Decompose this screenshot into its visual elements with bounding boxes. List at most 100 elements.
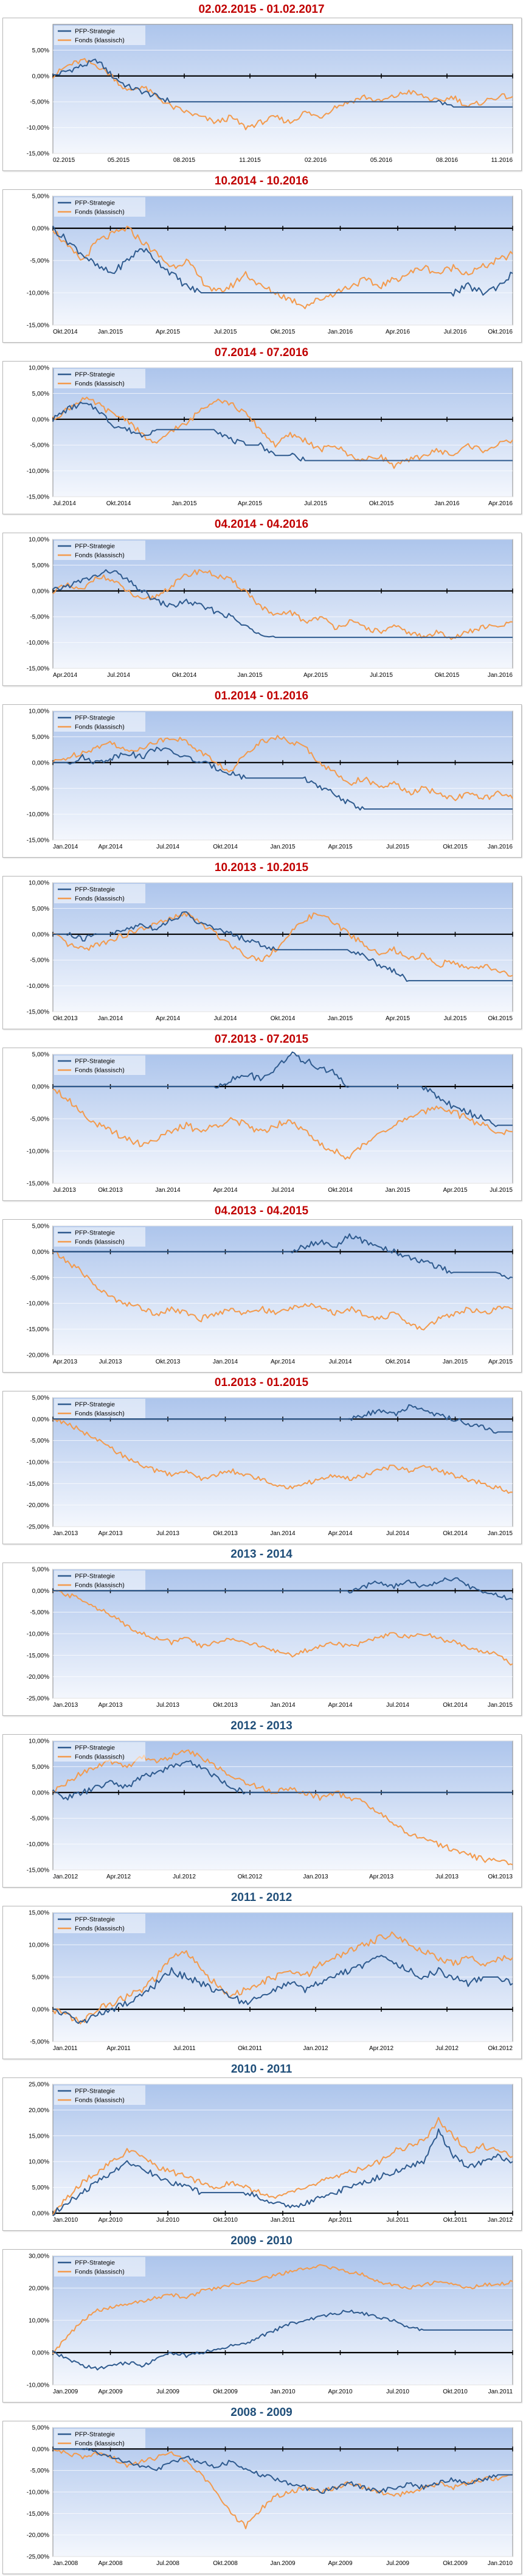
y-tick-label: 5,00%	[32, 1395, 49, 1402]
legend-label-strategy: PFP-Strategie	[75, 1401, 115, 1409]
chart-frame: -15,00% -10,00% -5,00% 0,00% 5,00% Jul.2013 Ok…	[2, 1048, 522, 1201]
x-tick-label: Okt.2011	[238, 2045, 262, 2052]
x-tick-label: Apr.2013	[98, 1702, 122, 1709]
x-tick-label: Okt.2014	[213, 844, 238, 850]
legend-label-strategy: PFP-Strategie	[75, 28, 115, 35]
chart-title: 04.2013 - 04.2015	[214, 1205, 309, 1217]
y-tick-label: -15,00%	[27, 1481, 49, 1488]
y-tick-label: 0,00%	[32, 1249, 49, 1256]
legend-label-fund: Fonds (klassisch)	[75, 1754, 125, 1761]
x-tick-label: Apr.2011	[328, 2217, 353, 2224]
series-line-strategy	[52, 1955, 513, 2025]
x-tick-label: Jan.2010	[270, 2389, 296, 2395]
series-line-fund	[52, 2116, 513, 2216]
plot-area	[52, 1225, 513, 1356]
series-line-fund	[52, 1931, 513, 2025]
x-tick-label: Jan.2010	[488, 2560, 513, 2567]
legend: PFP-Strategie Fonds (klassisch)	[54, 1570, 145, 1590]
x-tick-label: Jan.2011	[53, 2045, 78, 2052]
x-tick-label: Jan.2014	[155, 1187, 181, 1194]
line-chart: -25,00% -20,00% -15,00% -10,00% -5,00% 0,00% 5…	[27, 2425, 513, 2567]
chart-frame: -15,00% -10,00% -5,00% 0,00% 5,00% 10,00% Apr.…	[2, 533, 522, 686]
x-tick-label: Jan.2010	[53, 2217, 78, 2224]
x-tick-label: Jul.2013	[156, 1702, 179, 1709]
y-tick-label: -5,00%	[30, 1816, 49, 1822]
series-line-fund	[52, 2264, 513, 2354]
y-tick-label: 15,00%	[29, 1910, 49, 1917]
y-tick-label: -5,00%	[30, 2468, 49, 2474]
y-tick-label: -5,00%	[30, 1275, 49, 1281]
plot-area	[52, 882, 513, 1012]
legend-label-strategy: PFP-Strategie	[75, 715, 115, 722]
x-tick-label: Jan.2015	[443, 1359, 468, 1365]
y-tick-label: 5,00%	[32, 906, 49, 912]
legend-label-fund: Fonds (klassisch)	[75, 2097, 125, 2104]
x-tick-label: Jul.2014	[386, 1702, 409, 1709]
legend-label-strategy: PFP-Strategie	[75, 1230, 115, 1237]
series-line-strategy	[52, 2128, 513, 2216]
chart-panel: 2011 - 2012 -5,00% 0,00% 5,00% 10,00% 15,00% J…	[0, 1888, 523, 2060]
y-tick-label: -15,00%	[27, 2511, 49, 2518]
x-tick-label: Apr.2013	[98, 1530, 122, 1537]
x-tick-label: Apr.2010	[328, 2389, 352, 2395]
x-tick-label: Jul.2014	[386, 1530, 409, 1537]
legend-box	[54, 1570, 145, 1590]
legend: PFP-Strategie Fonds (klassisch)	[54, 712, 145, 732]
legend-label-strategy: PFP-Strategie	[75, 1916, 115, 1923]
y-tick-label: 5,00%	[32, 734, 49, 741]
x-tick-label: Apr.2015	[443, 1187, 467, 1194]
y-tick-label: 5,00%	[32, 562, 49, 569]
legend-box	[54, 26, 145, 45]
chart-panel: 2010 - 2011 0,00% 5,00% 10,00% 15,00% 20,00% 2…	[0, 2060, 523, 2231]
legend: PFP-Strategie Fonds (klassisch)	[54, 197, 145, 217]
x-tick-label: Jan.2014	[98, 1015, 123, 1022]
series-line-fund	[52, 1418, 513, 1494]
plot-area	[52, 710, 513, 841]
x-tick-label: Jan.2012	[53, 1874, 78, 1880]
series-line-strategy	[53, 1404, 513, 1434]
x-tick-label: Okt.2014	[172, 672, 197, 679]
line-chart: -15,00% -10,00% -5,00% 0,00% 5,00% Okt.2014 Ja…	[27, 194, 513, 335]
x-tick-label: Jan.2012	[488, 2217, 513, 2224]
x-tick-label: Jan.2014	[270, 1530, 296, 1537]
x-tick-label: Apr.2016	[386, 329, 410, 335]
chart-panel: 01.2014 - 01.2016 -15,00% -10,00% -5,00% 0,0…	[0, 687, 523, 858]
chart-panel: 10.2014 - 10.2016 -15,00% -10,00% -5,00% 0,0…	[0, 172, 523, 343]
x-tick-label: Jul.2013	[53, 1187, 76, 1194]
chart-panel: 2013 - 2014 -25,00% -20,00% -15,00% -10,00% -…	[0, 1545, 523, 1717]
y-tick-label: -15,00%	[27, 1326, 49, 1333]
legend-label-strategy: PFP-Strategie	[75, 1058, 115, 1065]
chart-frame: -25,00% -20,00% -15,00% -10,00% -5,00% 0,00% 5…	[2, 1563, 522, 1716]
chart-frame: -15,00% -10,00% -5,00% 0,00% 5,00% 10,00% Jan.…	[2, 704, 522, 858]
y-tick-label: -5,00%	[30, 1116, 49, 1123]
x-tick-label: Okt.2015	[271, 329, 296, 335]
legend: PFP-Strategie Fonds (klassisch)	[54, 26, 145, 45]
legend: PFP-Strategie Fonds (klassisch)	[54, 1742, 145, 1762]
y-tick-label: 5,00%	[32, 1223, 49, 1230]
x-tick-label: Jul.2012	[435, 2045, 459, 2052]
chart-title: 01.2013 - 01.2015	[214, 1376, 309, 1389]
y-tick-label: -15,00%	[27, 838, 49, 844]
y-tick-label: -10,00%	[27, 640, 49, 646]
chart-title: 02.02.2015 - 01.02.2017	[198, 3, 325, 16]
plot-area	[52, 367, 513, 497]
x-tick-label: Jan.2016	[434, 500, 460, 507]
legend-label-fund: Fonds (klassisch)	[75, 1239, 125, 1246]
line-chart: -25,00% -20,00% -15,00% -10,00% -5,00% 0,00% 5…	[27, 1395, 513, 1537]
x-tick-label: Jan.2014	[53, 844, 78, 850]
y-tick-label: -5,00%	[30, 614, 49, 621]
x-tick-label: Okt.2010	[443, 2389, 468, 2395]
x-tick-label: Apr.2016	[488, 500, 513, 507]
plot-area	[52, 1740, 513, 1871]
legend-box	[54, 2085, 145, 2105]
chart-title: 04.2014 - 04.2016	[214, 518, 309, 531]
x-tick-label: Apr.2015	[328, 844, 352, 850]
legend: PFP-Strategie Fonds (klassisch)	[54, 1227, 145, 1247]
y-tick-label: 10,00%	[29, 537, 49, 544]
x-tick-label: Jul.2016	[444, 329, 467, 335]
line-chart: -10,00% 0,00% 10,00% 20,00% 30,00% Jan.2009 Ap…	[27, 2253, 513, 2395]
x-tick-label: Apr.2012	[369, 2045, 393, 2052]
x-tick-label: 08.2015	[173, 157, 196, 164]
chart-title: 2010 - 2011	[230, 2063, 293, 2076]
chart-panel: 04.2013 - 04.2015 -20,00% -15,00% -10,00% -5…	[0, 1202, 523, 1373]
